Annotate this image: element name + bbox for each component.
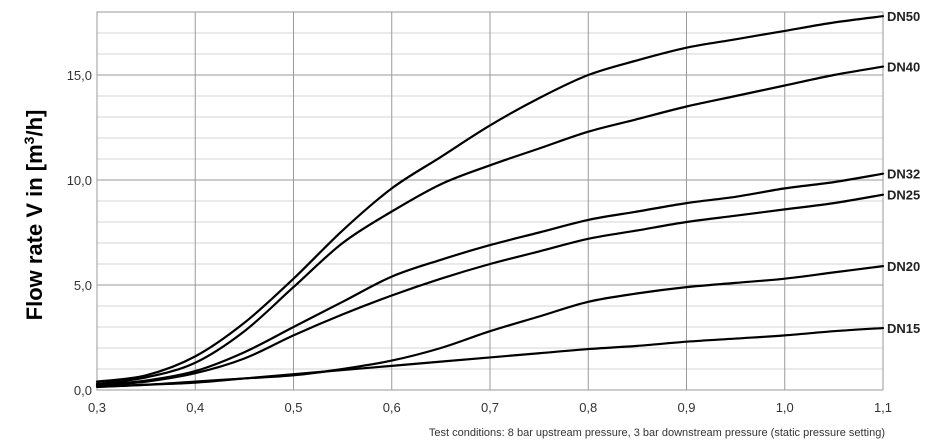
x-tick-label: 0,7: [481, 400, 499, 415]
series-label-dn50: DN50: [887, 9, 920, 24]
series-labels: DN50 DN40 DN32 DN25 DN20 DN15: [887, 9, 920, 336]
series-line-dn25: [95, 193, 885, 387]
y-axis-ticks: 0,0 5,0 10,0 15,0: [67, 68, 92, 398]
y-tick-label: 0,0: [74, 383, 92, 398]
x-tick-label: 0,3: [88, 400, 106, 415]
x-tick-label: 0,4: [186, 400, 204, 415]
series-label-dn15: DN15: [887, 321, 920, 336]
y-tick-label: 5,0: [74, 278, 92, 293]
x-tick-label: 0,9: [677, 400, 695, 415]
series-label-dn40: DN40: [887, 60, 920, 75]
series-label-dn20: DN20: [887, 259, 920, 274]
plot-frame: [96, 11, 884, 391]
x-axis-ticks: 0,3 0,4 0,5 0,6 0,7 0,8 0,9 1,0 1,1: [88, 400, 892, 415]
x-tick-label: 1,1: [874, 400, 892, 415]
y-axis-label: Flow rate V in [m3/h]: [21, 110, 47, 321]
y-tick-label: 15,0: [67, 68, 92, 83]
x-tick-label: 1,0: [776, 400, 794, 415]
y-axis-label-end: /h]: [22, 110, 47, 137]
series-label-dn32: DN32: [887, 167, 920, 182]
grid: [96, 11, 884, 391]
y-axis-label-main: Flow rate V in [m: [22, 144, 47, 320]
x-tick-label: 0,6: [383, 400, 401, 415]
y-tick-label: 10,0: [67, 173, 92, 188]
series-line-dn40: [95, 65, 885, 385]
y-axis-label-superscript: 3: [21, 136, 37, 144]
series-label-dn25: DN25: [887, 188, 920, 203]
series-group: [95, 15, 885, 388]
series-line-dn50: [95, 15, 885, 383]
series-line-dn15: [95, 326, 885, 388]
test-conditions-note: Test conditions: 8 bar upstream pressure…: [429, 427, 885, 439]
series-line-dn32: [95, 172, 885, 386]
x-tick-label: 0,5: [284, 400, 302, 415]
x-tick-label: 0,8: [579, 400, 597, 415]
